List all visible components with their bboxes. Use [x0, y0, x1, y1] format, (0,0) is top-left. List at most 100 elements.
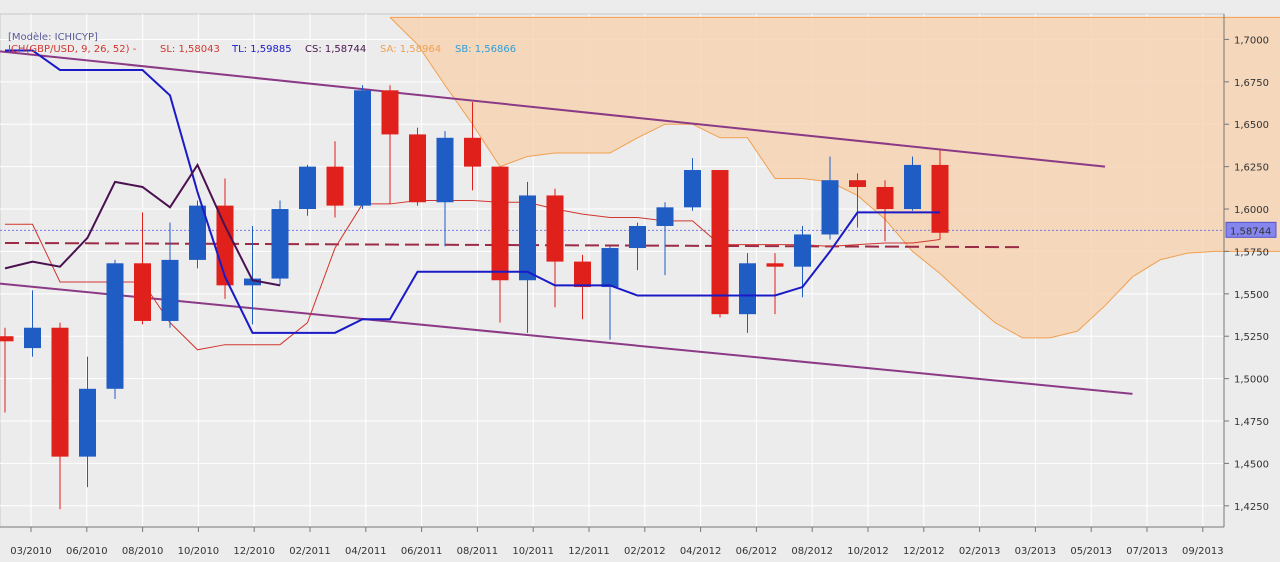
candle — [436, 131, 454, 247]
y-tick-label: 1,5250 — [1234, 332, 1269, 343]
candle-body — [491, 166, 509, 281]
candle — [244, 225, 261, 325]
y-tick-label: 1,6000 — [1234, 205, 1269, 216]
channel-upper-line — [0, 50, 1106, 168]
candle-body — [216, 205, 234, 286]
tl-legend: TL: 1,59885 — [231, 44, 292, 55]
plot-area — [0, 13, 1280, 528]
x-tick-label: 02/2013 — [959, 546, 1001, 557]
x-tick-label: 12/2010 — [233, 546, 275, 557]
candle — [546, 188, 564, 308]
candle-body — [711, 170, 729, 315]
candle-body — [161, 259, 179, 321]
candle-body — [271, 209, 289, 279]
candle — [904, 156, 921, 211]
y-tick-label: 1,5000 — [1234, 375, 1269, 386]
candle-body — [794, 234, 811, 267]
sl-legend: SL: 1,58043 — [160, 44, 220, 55]
x-tick-label: 09/2013 — [1182, 546, 1224, 557]
candle-body — [766, 263, 784, 267]
x-tick-label: 08/2011 — [457, 546, 499, 557]
x-tick-label: 12/2012 — [903, 546, 945, 557]
sb-legend: SB: 1,56866 — [455, 44, 516, 55]
candle-body — [629, 225, 646, 249]
candle-body — [381, 90, 399, 135]
candle-body — [299, 166, 316, 210]
candle — [931, 149, 949, 240]
x-tick-label: 07/2013 — [1126, 546, 1168, 557]
x-tick-label: 08/2012 — [791, 546, 833, 557]
candle — [0, 327, 14, 413]
candle-body — [436, 137, 454, 203]
candle-body — [931, 164, 949, 233]
candle — [574, 254, 591, 320]
kumo-cloud — [390, 17, 1280, 338]
candle — [849, 173, 866, 228]
candle — [79, 356, 96, 488]
x-axis: 03/2010 06/2010 08/2010 10/2010 12/2010 02/20… — [0, 526, 1224, 557]
candle-body — [684, 170, 701, 208]
y-tick-label: 1,6750 — [1234, 78, 1269, 89]
candle — [51, 322, 69, 510]
x-tick-label: 10/2012 — [847, 546, 889, 557]
x-tick-label: 04/2012 — [680, 546, 722, 557]
y-tick-label: 1,4500 — [1234, 459, 1269, 470]
candle — [106, 259, 124, 399]
candle — [299, 164, 316, 216]
x-tick-label: 05/2013 — [1070, 546, 1112, 557]
y-tick-label: 1,6500 — [1234, 120, 1269, 131]
candle-body — [244, 278, 261, 286]
candle — [656, 202, 674, 276]
candle-body — [574, 261, 591, 288]
candle — [134, 212, 151, 325]
candle-body — [0, 336, 14, 342]
kijun-sl-line — [5, 200, 941, 351]
candle — [711, 170, 729, 318]
candle — [189, 200, 206, 269]
y-tick-label: 1,5500 — [1234, 290, 1269, 301]
channel-lower-line — [0, 282, 1133, 395]
cs-legend: CS: 1,58744 — [305, 44, 366, 55]
candle — [519, 181, 536, 333]
candle — [271, 200, 289, 286]
y-tick-label: 1,5750 — [1234, 247, 1269, 258]
candle-body — [546, 195, 564, 262]
support-dashed-line — [4, 241, 1023, 249]
candle — [381, 85, 399, 204]
candle — [326, 141, 344, 218]
candle-body — [409, 134, 426, 203]
tenkan-tl-line — [5, 49, 940, 334]
candle-body — [354, 90, 371, 206]
candle-body — [876, 186, 894, 210]
candle — [491, 166, 509, 323]
x-tick-label: 08/2010 — [122, 546, 164, 557]
x-tick-label: 06/2010 — [66, 546, 108, 557]
x-tick-label: 10/2010 — [178, 546, 220, 557]
candle — [766, 253, 784, 315]
candle — [684, 158, 701, 211]
y-tick-label: 1,4250 — [1234, 502, 1269, 513]
candle-body — [519, 195, 536, 281]
candle-body — [739, 263, 756, 315]
current-price-tag — [1225, 221, 1277, 238]
y-axis: 1,7000 1,6750 1,6500 1,6250 1,6000 1,5750 1,55… — [1223, 14, 1277, 527]
header: [Modèle: ICHICYP] ICH(GBP/USD, 9, 26, 52… — [8, 31, 516, 55]
candle — [464, 102, 481, 191]
chikou-cs-line — [4, 162, 281, 287]
model-label: [Modèle: ICHICYP] — [8, 31, 98, 43]
candle — [739, 253, 756, 333]
x-tick-label: 02/2011 — [289, 546, 331, 557]
candle-body — [849, 180, 866, 187]
x-tick-label: 03/2013 — [1015, 546, 1057, 557]
candle-body — [24, 327, 41, 349]
x-tick-label: 06/2012 — [736, 546, 778, 557]
x-tick-label: 04/2011 — [345, 546, 387, 557]
candle-body — [821, 180, 839, 235]
x-tick-label: 02/2012 — [624, 546, 666, 557]
candle — [629, 222, 646, 271]
candle-body — [326, 166, 344, 206]
indicator-label: ICH(GBP/USD, 9, 26, 52) - — [8, 44, 137, 55]
candle-body — [79, 388, 96, 457]
candle-body — [656, 207, 674, 226]
